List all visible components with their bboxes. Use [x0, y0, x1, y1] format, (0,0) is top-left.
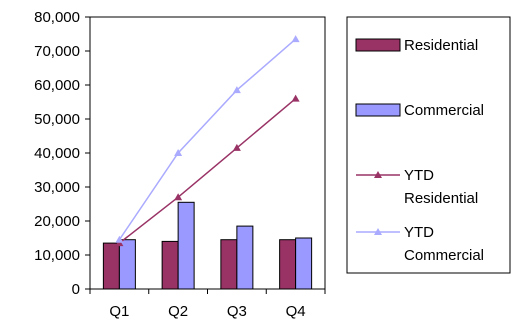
legend-marker-ytd-commercial	[374, 228, 382, 235]
bar-residential	[279, 239, 297, 290]
y-tick-label: 40,000	[34, 145, 80, 162]
y-tick-label: 30,000	[34, 179, 80, 196]
y-tick-label: 0	[72, 281, 80, 298]
bar-commercial	[177, 201, 195, 290]
bar-commercial	[236, 225, 254, 290]
plot-area: 0 10,000 20,000 30,000 40,000 50,000 60,000 70,…	[34, 9, 326, 320]
legend-label-residential: Residential	[404, 37, 478, 54]
point-ytd-commercial	[291, 35, 300, 43]
point-ytd-commercial	[232, 86, 241, 94]
point-ytd-residential	[174, 193, 183, 201]
bar-residential	[220, 239, 238, 290]
legend-marker-ytd-residential	[374, 171, 382, 178]
legend-swatch-commercial	[355, 103, 401, 117]
y-tick-label: 70,000	[34, 43, 80, 60]
bar-commercial	[295, 237, 313, 290]
point-ytd-residential	[291, 94, 300, 102]
point-ytd-residential	[232, 143, 241, 151]
legend-label-ytd-commercial: YTD Commercial	[404, 224, 484, 264]
bar-residential	[161, 240, 179, 290]
y-tick-label: 60,000	[34, 77, 80, 94]
point-ytd-commercial	[174, 149, 183, 156]
bar-residential	[102, 242, 120, 290]
point-ytd-commercial	[115, 235, 124, 243]
bar-commercial	[118, 239, 136, 290]
y-tick-label: 80,000	[34, 9, 80, 26]
x-tick-label: Q1	[109, 303, 129, 320]
legend-label-commercial: Commercial	[404, 102, 484, 119]
y-tick-label: 50,000	[34, 111, 80, 128]
line-ytd-residential	[118, 98, 297, 244]
x-tick-label: Q2	[168, 303, 188, 320]
legend-label-ytd-residential: YTD Residential	[404, 167, 478, 207]
line-ytd-commercial	[118, 38, 297, 241]
legend-swatch-residential	[355, 38, 401, 52]
y-tick-label: 10,000	[34, 247, 80, 264]
legend-box	[346, 16, 511, 274]
y-tick-label: 20,000	[34, 213, 80, 230]
legend: Residential Commercial YTD Residential YTD Co…	[346, 16, 511, 274]
x-tick-label: Q4	[286, 303, 306, 320]
x-tick-label: Q3	[227, 303, 247, 320]
